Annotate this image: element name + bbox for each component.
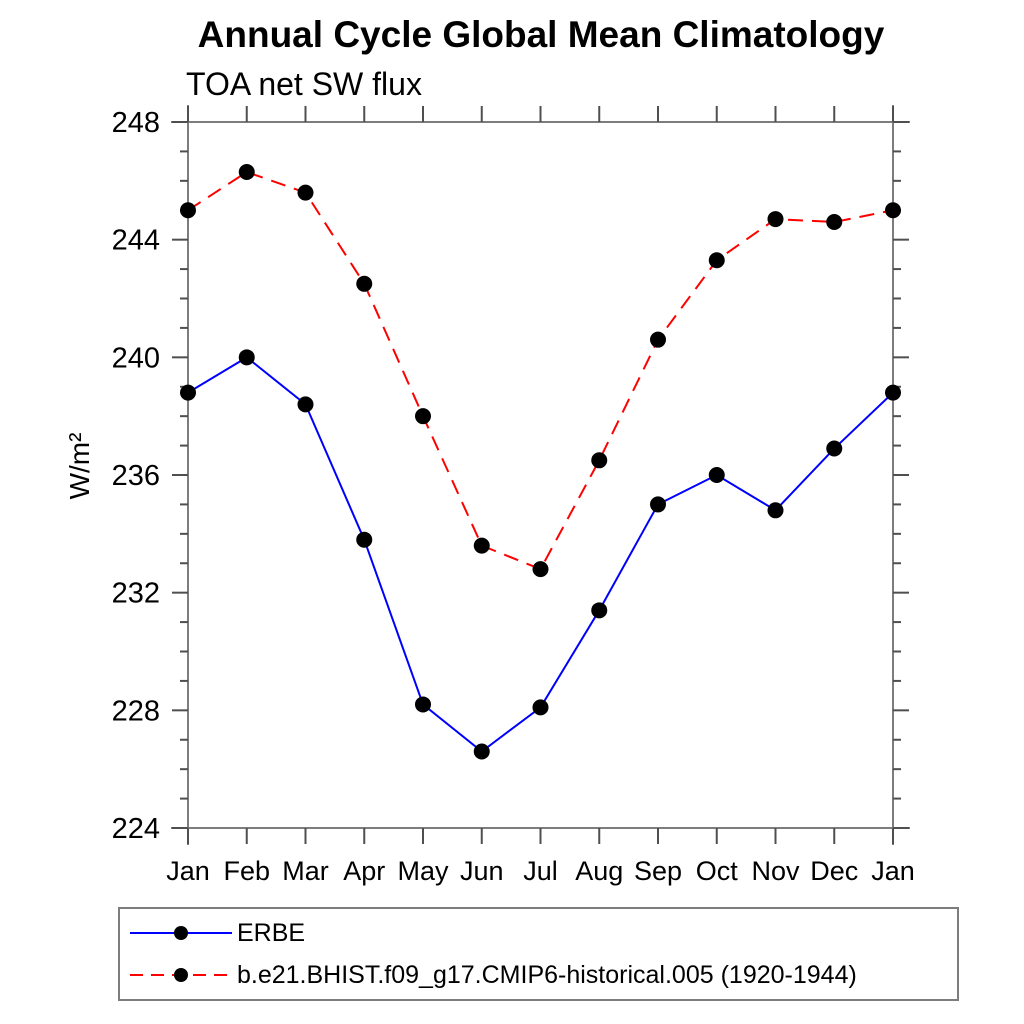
x-tick-label: Feb (223, 856, 270, 886)
data-point (356, 275, 373, 292)
data-point (356, 531, 373, 548)
data-point (885, 202, 901, 219)
data-point (591, 602, 608, 619)
x-tick-label: May (397, 856, 449, 886)
legend-marker (174, 926, 188, 940)
x-tick-label: Dec (810, 856, 858, 886)
data-point (650, 331, 666, 348)
y-tick-label: 248 (112, 107, 160, 139)
data-point (650, 496, 666, 513)
y-tick-label: 232 (112, 578, 160, 610)
x-tick-label: Jun (460, 856, 504, 886)
y-tick-label: 244 (112, 225, 160, 257)
y-tick-label: 224 (112, 813, 160, 845)
x-tick-label: Oct (696, 856, 739, 886)
data-point (532, 699, 549, 716)
data-point (415, 408, 431, 425)
x-tick-label: Mar (282, 856, 329, 886)
x-tick-label: Jan (166, 856, 210, 886)
data-point (180, 384, 196, 401)
series-line-0 (187, 356, 894, 753)
series-line-1 (187, 170, 894, 571)
chart-subtitle: TOA net SW flux (186, 66, 422, 102)
data-point (708, 467, 725, 483)
x-tick-label: Aug (575, 856, 623, 886)
data-point (708, 252, 725, 269)
data-point (297, 184, 314, 201)
legend-marker (174, 968, 188, 982)
legend-label: b.e21.BHIST.f09_g17.CMIP6-historical.005… (237, 960, 857, 989)
y-tick-label: 240 (112, 342, 160, 374)
data-point (473, 743, 490, 760)
data-point (826, 440, 843, 457)
legend: ERBE b.e21.BHIST.f09_g17.CMIP6-historica… (118, 907, 959, 1001)
x-tick-label: Jul (523, 856, 558, 886)
y-tick-label: 228 (112, 695, 160, 727)
legend-item-erbe: ERBE (128, 912, 957, 954)
data-point (473, 537, 490, 554)
x-tick-label: Apr (343, 856, 385, 886)
data-point (767, 211, 784, 228)
legend-item-model: b.e21.BHIST.f09_g17.CMIP6-historical.005… (128, 954, 957, 996)
y-tick-label: 236 (112, 460, 160, 492)
data-point (532, 561, 549, 578)
data-point (238, 164, 255, 181)
data-point (591, 452, 608, 469)
data-point (180, 202, 196, 219)
legend-label: ERBE (237, 918, 306, 947)
erbe-line-sample-icon (130, 926, 232, 940)
chart-title: Annual Cycle Global Mean Climatology (197, 14, 885, 55)
data-point (767, 502, 784, 519)
model-line-sample-icon (130, 968, 232, 982)
data-point (297, 396, 314, 413)
x-tick-label: Nov (751, 856, 800, 886)
x-tick-label: Sep (634, 856, 682, 886)
data-point (415, 696, 431, 713)
x-tick-label: Jan (871, 856, 915, 886)
data-point (885, 384, 901, 401)
data-point (826, 214, 843, 231)
data-point (238, 349, 255, 366)
